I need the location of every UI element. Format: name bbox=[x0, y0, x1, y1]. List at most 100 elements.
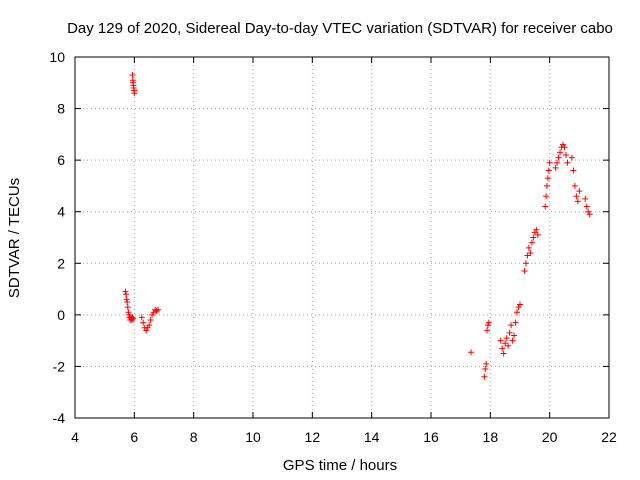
data-point bbox=[484, 327, 491, 334]
data-point bbox=[582, 195, 589, 202]
data-point bbox=[531, 229, 538, 236]
data-point bbox=[527, 249, 534, 256]
data-point bbox=[586, 211, 593, 218]
data-point bbox=[573, 193, 580, 200]
data-point bbox=[543, 182, 550, 189]
x-tick-label: 8 bbox=[190, 429, 198, 445]
data-point bbox=[568, 154, 575, 161]
y-tick-label: 8 bbox=[57, 101, 65, 117]
data-point bbox=[144, 324, 151, 331]
data-point bbox=[525, 244, 532, 251]
data-point bbox=[129, 72, 136, 79]
x-axis-label: GPS time / hours bbox=[283, 457, 397, 474]
data-point bbox=[534, 231, 541, 238]
data-point bbox=[533, 226, 540, 233]
data-point bbox=[545, 167, 552, 174]
data-point bbox=[564, 159, 571, 166]
data-point bbox=[122, 288, 129, 295]
data-point bbox=[585, 208, 592, 215]
data-point bbox=[124, 298, 131, 305]
data-point bbox=[497, 337, 504, 344]
x-tick-label: 18 bbox=[483, 429, 499, 445]
data-point bbox=[153, 307, 160, 314]
data-point bbox=[138, 314, 145, 321]
data-point bbox=[543, 193, 550, 200]
data-point bbox=[542, 203, 549, 210]
data-point bbox=[524, 252, 531, 259]
data-series bbox=[122, 72, 593, 380]
data-point bbox=[557, 149, 564, 156]
data-point bbox=[505, 342, 512, 349]
data-point bbox=[481, 373, 488, 380]
y-tick-label: 2 bbox=[57, 255, 65, 271]
data-point bbox=[571, 182, 578, 189]
data-point bbox=[528, 239, 535, 246]
data-point bbox=[555, 154, 562, 161]
data-point bbox=[150, 309, 157, 316]
data-points bbox=[122, 72, 593, 380]
y-tick-label: -4 bbox=[53, 410, 66, 426]
data-point bbox=[147, 317, 154, 324]
y-tick-label: -2 bbox=[53, 358, 66, 374]
data-point bbox=[130, 315, 137, 322]
data-point bbox=[503, 335, 510, 342]
y-axis-label: SDTVAR / TECUs bbox=[6, 178, 23, 298]
data-point bbox=[128, 317, 135, 324]
data-point bbox=[576, 188, 583, 195]
data-point bbox=[517, 301, 523, 308]
data-point bbox=[560, 141, 567, 148]
x-tick-label: 6 bbox=[130, 429, 138, 445]
data-point bbox=[546, 159, 553, 166]
data-point bbox=[521, 268, 528, 275]
data-point bbox=[530, 234, 537, 241]
data-point bbox=[509, 337, 516, 344]
x-tick-label: 16 bbox=[423, 429, 439, 445]
y-tick-label: 10 bbox=[49, 49, 65, 65]
data-point bbox=[485, 319, 492, 326]
data-point bbox=[522, 260, 529, 267]
y-tick-label: 4 bbox=[57, 204, 65, 220]
data-point bbox=[143, 327, 150, 334]
data-point bbox=[468, 349, 475, 356]
chart-title: Day 129 of 2020, Sidereal Day-to-day VTE… bbox=[67, 20, 613, 37]
data-point bbox=[574, 198, 581, 205]
data-point bbox=[562, 151, 569, 158]
x-tick-label: 4 bbox=[71, 429, 79, 445]
data-point bbox=[123, 296, 130, 303]
data-point bbox=[506, 329, 513, 336]
axis-ticks: 4 6 8 10 12 14 16 18 20 22 -4 -2 0 2 4 6 8 10 bbox=[49, 49, 617, 445]
data-point bbox=[123, 291, 130, 298]
data-point bbox=[125, 309, 132, 316]
y-tick-label: 6 bbox=[57, 152, 65, 168]
data-point bbox=[515, 304, 522, 311]
plot-border bbox=[74, 56, 610, 419]
y-tick-label: 0 bbox=[57, 307, 65, 323]
data-point bbox=[140, 319, 147, 326]
data-point bbox=[544, 175, 551, 182]
data-point bbox=[508, 322, 515, 329]
x-tick-label: 10 bbox=[245, 429, 261, 445]
x-tick-label: 20 bbox=[542, 429, 558, 445]
data-point bbox=[512, 319, 519, 326]
data-point bbox=[129, 314, 136, 321]
data-point bbox=[554, 159, 561, 166]
x-tick-label: 22 bbox=[601, 429, 617, 445]
data-point bbox=[583, 203, 590, 210]
data-point bbox=[155, 306, 162, 313]
data-point bbox=[146, 322, 153, 329]
data-point bbox=[124, 304, 131, 311]
x-tick-label: 14 bbox=[364, 429, 380, 445]
data-point bbox=[482, 366, 489, 373]
data-point bbox=[499, 345, 506, 352]
x-tick-label: 12 bbox=[305, 429, 321, 445]
data-point bbox=[484, 322, 491, 329]
data-point bbox=[511, 332, 518, 339]
data-point bbox=[483, 360, 490, 367]
data-point bbox=[131, 90, 138, 97]
data-point bbox=[149, 311, 156, 318]
data-point bbox=[514, 309, 521, 316]
grid-lines bbox=[75, 57, 609, 418]
data-point bbox=[552, 164, 559, 171]
data-point bbox=[561, 144, 568, 151]
